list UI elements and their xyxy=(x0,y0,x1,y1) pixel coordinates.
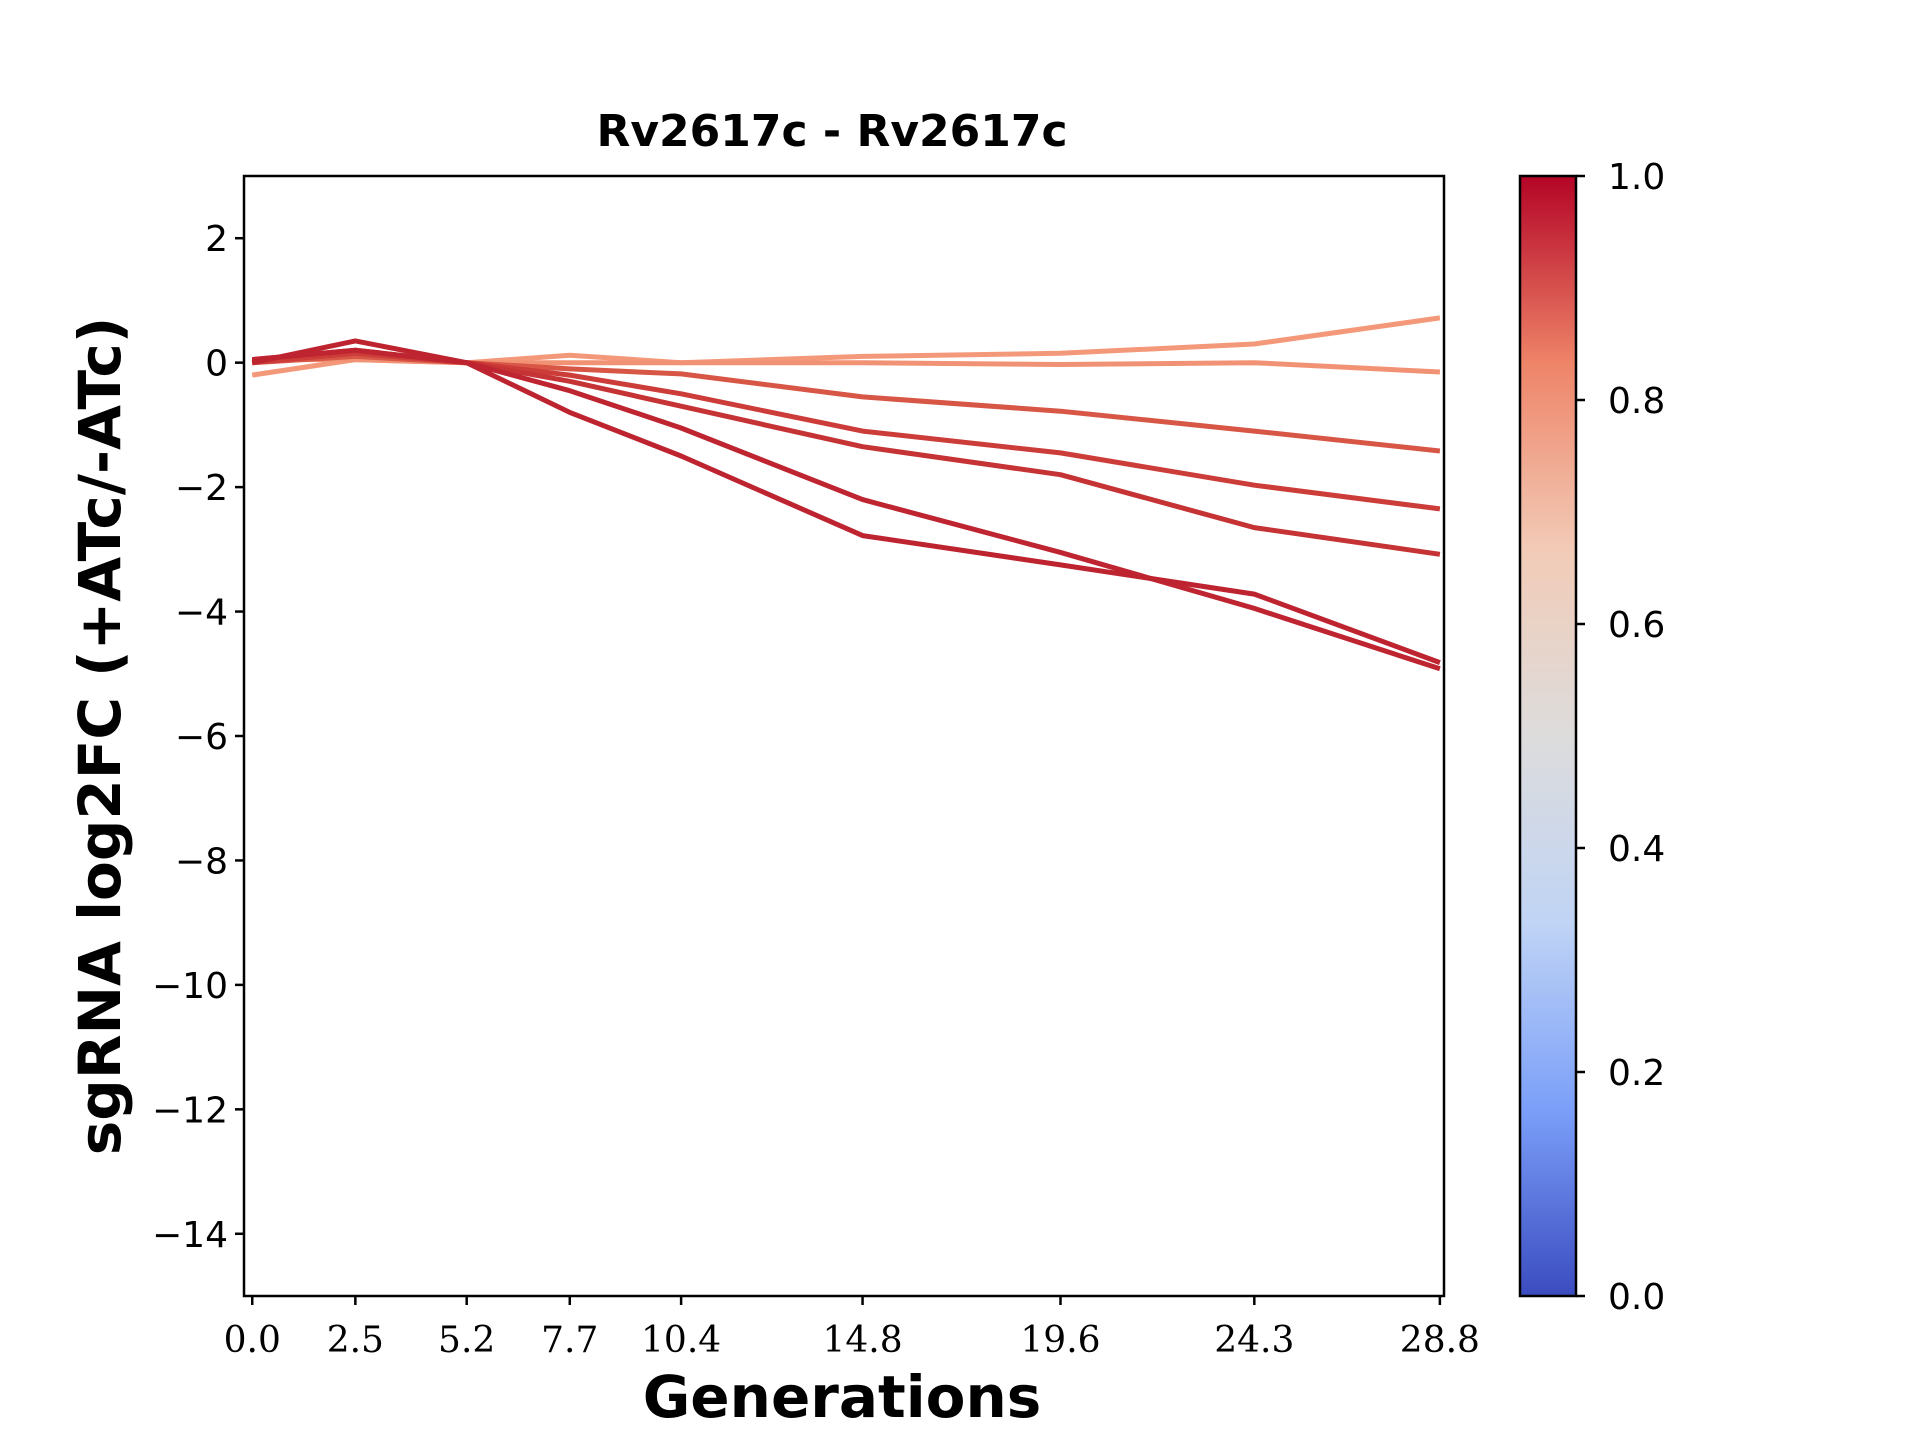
y-tick-label: −12 xyxy=(152,1090,228,1131)
colorbar-tick-label: 1.0 xyxy=(1608,157,1665,198)
x-tick-label: 14.8 xyxy=(822,1320,902,1361)
colorbar-gradient xyxy=(1520,176,1576,1296)
x-tick-label: 28.8 xyxy=(1400,1320,1480,1361)
y-tick-label: −4 xyxy=(175,593,228,634)
x-tick-label: 2.5 xyxy=(327,1320,384,1361)
chart-title: Rv2617c - Rv2617c xyxy=(596,106,1067,157)
x-tick-label: 19.6 xyxy=(1020,1320,1100,1361)
x-tick-label: 7.7 xyxy=(541,1320,598,1361)
y-tick-label: 0 xyxy=(205,344,228,385)
y-tick-label: −14 xyxy=(152,1215,228,1256)
y-axis-label: sgRNA log2FC (+ATc/-ATc) xyxy=(66,317,134,1155)
colorbar-tick-label: 0.2 xyxy=(1608,1053,1665,1094)
series-line-3 xyxy=(252,353,1441,454)
x-tick-label: 24.3 xyxy=(1214,1320,1294,1361)
x-tick-label: 10.4 xyxy=(641,1320,721,1361)
y-tick-label: −8 xyxy=(175,841,228,882)
series-line-6 xyxy=(251,347,1441,672)
x-tick-label: 5.2 xyxy=(438,1320,495,1361)
x-axis-label: Generations xyxy=(643,1363,1042,1431)
y-tick-label: 2 xyxy=(205,219,228,260)
x-axis: 0.0 2.5 5.2 7.7 10.4 14.8 19.6 24.3 28.8 xyxy=(224,1296,1480,1361)
y-axis: 2 0 −2 −4 −6 −8 −10 −12 −14 xyxy=(152,219,244,1256)
colorbar-ticks: 0.0 0.2 0.4 0.6 0.8 1.0 xyxy=(1576,157,1665,1318)
colorbar-tick-label: 0.0 xyxy=(1608,1277,1665,1318)
x-tick-label: 0.0 xyxy=(224,1320,281,1361)
series-lines xyxy=(251,315,1441,672)
colorbar: 0.0 0.2 0.4 0.6 0.8 1.0 xyxy=(1518,157,1665,1318)
colorbar-frame xyxy=(1518,174,1578,1298)
y-tick-label: −2 xyxy=(175,468,228,509)
colorbar-tick-label: 0.8 xyxy=(1608,381,1665,422)
series-line-7 xyxy=(251,338,1441,665)
series-line-1 xyxy=(251,315,1441,378)
y-tick-label: −10 xyxy=(152,966,228,1007)
colorbar-tick-label: 0.6 xyxy=(1608,605,1665,646)
colorbar-tick-label: 0.4 xyxy=(1608,829,1665,870)
series-line-5 xyxy=(251,347,1441,557)
y-tick-label: −6 xyxy=(175,717,228,758)
